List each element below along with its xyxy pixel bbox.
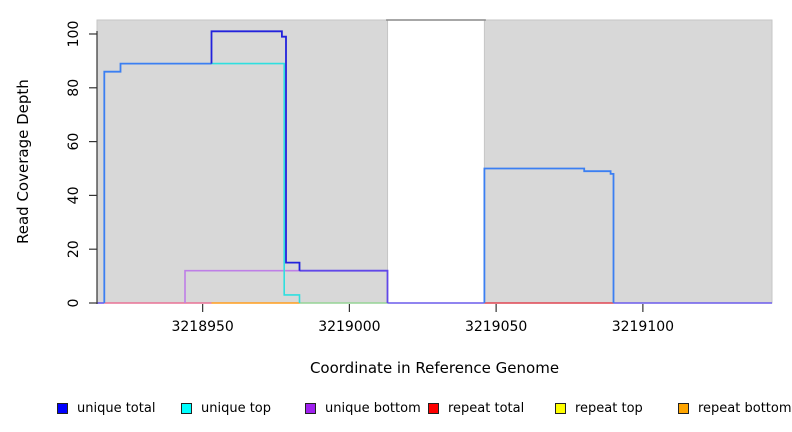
x-tick-label: 3219000: [318, 319, 380, 335]
series-path-unique-total-right: [483, 167, 615, 303]
chart-background-layer: [96, 19, 773, 304]
coverage-region-left: [96, 19, 389, 304]
x-tick-label: 3218950: [171, 319, 233, 335]
legend-label: repeat total: [448, 400, 525, 416]
coverage-region-right: [483, 19, 773, 304]
legend-swatch-icon: [181, 402, 192, 414]
legend-item-repeat-top: repeat top: [555, 399, 643, 417]
legend-label: unique total: [77, 400, 156, 416]
series-path-unique-total-peak: [210, 30, 301, 271]
series-path-unique-bottom-plus-total: [299, 269, 389, 303]
chart-legend: unique total unique top unique bottom repea…: [0, 399, 792, 419]
x-tick-label: 3219100: [612, 319, 674, 335]
legend-item-repeat-bottom: repeat bottom: [678, 399, 792, 417]
legend-swatch-icon: [57, 402, 68, 414]
chart-series-layer: [97, 30, 772, 304]
legend-label: unique top: [201, 400, 272, 416]
chart-axis-layer: 0 20 40 60 80 100 3218950 3219000 3219050 3219100: [66, 21, 674, 335]
y-tick-label: 80: [66, 79, 82, 97]
legend-label: repeat bottom: [698, 400, 792, 416]
x-axis-title: Coordinate in Reference Genome: [309, 359, 560, 377]
legend-swatch-icon: [555, 402, 566, 414]
y-tick-label: 0: [66, 299, 82, 308]
legend-item-unique-total: unique total: [57, 399, 155, 417]
legend-item-unique-bottom: unique bottom: [305, 399, 421, 417]
legend-swatch-icon: [428, 402, 439, 414]
y-tick-label: 60: [66, 133, 82, 151]
y-tick-label: 100: [66, 21, 82, 48]
y-tick-label: 20: [66, 240, 82, 258]
legend-item-unique-top: unique top: [181, 399, 271, 417]
x-tick-label: 3219050: [465, 319, 527, 335]
y-tick-label: 40: [66, 186, 82, 204]
legend-swatch-icon: [678, 402, 689, 414]
legend-label: unique bottom: [325, 400, 421, 416]
series-path-unique-top-line: [211, 62, 301, 303]
legend-swatch-icon: [305, 402, 316, 414]
y-axis-title: Read Coverage Depth: [14, 79, 32, 245]
legend-label: repeat top: [575, 400, 643, 416]
series-path-unique-bottom-block: [184, 269, 300, 303]
legend-item-repeat-total: repeat total: [428, 399, 524, 417]
series-path-unique-total-left: [103, 62, 212, 303]
